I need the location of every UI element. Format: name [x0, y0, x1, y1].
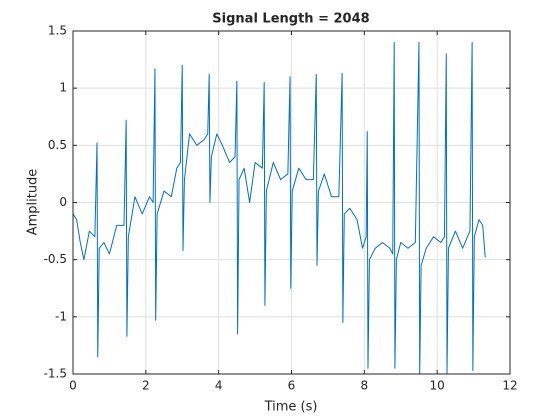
x-tick-label: 0: [69, 379, 77, 393]
x-tick-label: 12: [502, 379, 517, 393]
x-tick-label: 8: [361, 379, 369, 393]
x-tick-label: 2: [142, 379, 150, 393]
x-tick-label: 4: [215, 379, 223, 393]
x-tick-label: 6: [288, 379, 296, 393]
x-axis-label: Time (s): [264, 400, 318, 415]
y-tick-label: -1.5: [44, 367, 67, 381]
y-tick-label: 1.5: [48, 24, 67, 38]
x-tick-label: 10: [430, 379, 445, 393]
y-tick-label: 0: [59, 195, 67, 209]
y-tick-label: 1: [59, 81, 67, 95]
chart-title: Signal Length = 2048: [212, 12, 369, 27]
y-tick-label: -1: [55, 309, 67, 323]
y-tick-label: 0.5: [48, 138, 67, 152]
y-axis-label: Amplitude: [26, 169, 41, 236]
y-tick-label: -0.5: [44, 252, 67, 266]
signal-line: [72, 41, 486, 375]
